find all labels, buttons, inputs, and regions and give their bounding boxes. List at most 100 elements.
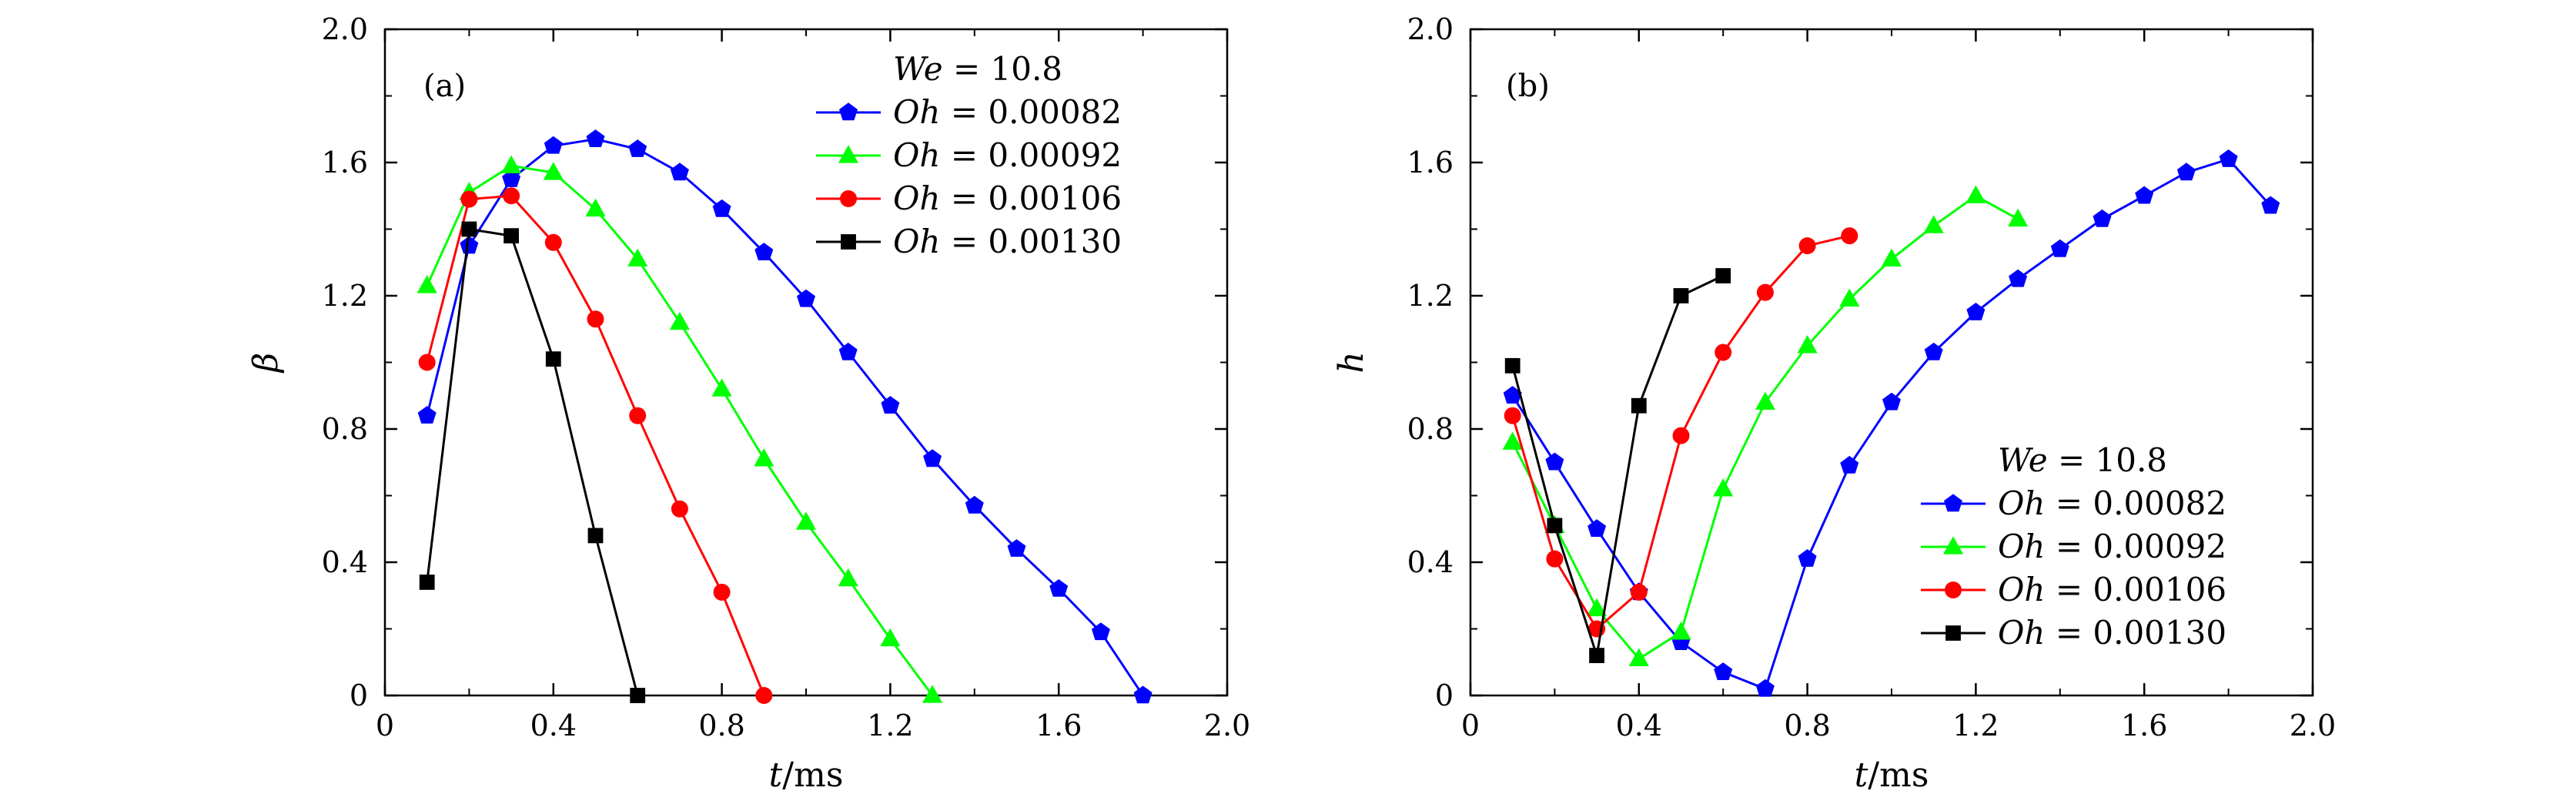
data-point — [1714, 662, 1733, 680]
data-point — [418, 354, 436, 371]
series-circle — [1504, 227, 1858, 638]
series-line — [426, 194, 765, 696]
legend-entry: Oh = 0.00092 — [1921, 528, 2226, 565]
data-point — [630, 688, 646, 703]
data-point — [1965, 185, 1986, 203]
data-point — [1798, 237, 1816, 255]
data-point — [545, 351, 561, 367]
legend-label: Oh = 0.00130 — [893, 223, 1122, 260]
legend-title: We = 10.8 — [1998, 441, 2167, 479]
y-tick-label: 2.0 — [322, 12, 368, 46]
data-point — [713, 583, 731, 601]
data-point — [627, 248, 648, 267]
data-point — [502, 169, 521, 187]
series-triangle — [1502, 185, 2029, 667]
data-point — [501, 155, 522, 173]
data-point — [1503, 386, 1522, 404]
legend-entry: Oh = 0.00092 — [816, 136, 1122, 174]
data-point — [669, 311, 690, 330]
legend-label: Oh = 0.00106 — [1998, 571, 2226, 608]
x-tick-label: 0 — [1461, 709, 1480, 742]
x-tick-label: 2.0 — [2290, 709, 2336, 742]
data-point — [1798, 549, 1817, 567]
data-point — [1840, 455, 1859, 474]
data-point — [1924, 342, 1943, 360]
data-point — [1631, 397, 1647, 414]
panel-label: (a) — [423, 69, 466, 104]
y-tick-label: 0 — [1435, 679, 1454, 712]
x-tick-label: 0 — [376, 709, 394, 742]
legend-label: Oh = 0.00092 — [893, 136, 1122, 174]
data-point — [754, 243, 774, 260]
chart-panel-a: 0 0.4 0.8 1.2 1.6 2.0 0 0.4 0.8 1.2 1.6 2.0 t/ms β (a)… — [246, 12, 1250, 795]
data-point — [838, 342, 858, 360]
legend-marker — [841, 234, 856, 250]
y-tick-label: 1.6 — [1407, 146, 1454, 179]
x-tick-label: 0.4 — [530, 709, 577, 742]
x-tick-label: 1.2 — [867, 709, 913, 742]
data-point — [838, 568, 858, 587]
y-tick-label: 0.8 — [1407, 412, 1454, 446]
data-point — [880, 628, 901, 647]
x-tick-label: 1.6 — [1035, 709, 1082, 742]
series-line — [426, 164, 934, 696]
data-point — [1504, 357, 1521, 374]
series-circle — [418, 187, 773, 704]
data-point — [417, 275, 437, 293]
legend-label: Oh = 0.00130 — [1998, 614, 2226, 652]
x-axis-label: t/ms — [1855, 756, 1929, 795]
data-point — [2009, 269, 2028, 287]
chart-panel-b: 0 0.4 0.8 1.2 1.6 2.0 0 0.4 0.8 1.2 1.6 2.0 t/ms h (b)… — [1332, 12, 2336, 795]
x-tick-label: 0.4 — [1616, 709, 1662, 742]
legend-entry: Oh = 0.00106 — [816, 179, 1122, 217]
y-tick-label: 2.0 — [1407, 12, 1454, 46]
data-point — [754, 448, 774, 467]
data-point — [585, 198, 606, 217]
data-point — [1587, 519, 1607, 537]
y-tick-label: 1.2 — [322, 279, 368, 313]
series-line — [426, 227, 639, 696]
data-point — [2176, 163, 2196, 181]
x-tick-label: 1.6 — [2121, 709, 2167, 742]
data-point — [1756, 283, 1774, 301]
legend-entry: Oh = 0.00106 — [1921, 571, 2226, 608]
data-point — [712, 199, 731, 217]
data-point — [629, 407, 647, 424]
x-tick-label: 2.0 — [1204, 709, 1250, 742]
legend-label: Oh = 0.00082 — [1998, 484, 2226, 522]
data-point — [460, 236, 479, 254]
data-point — [587, 310, 604, 328]
legend-entry: Oh = 0.00082 — [816, 93, 1122, 131]
legend-marker — [1944, 494, 1962, 512]
data-point — [544, 233, 562, 251]
x-tick-label: 0.8 — [698, 709, 744, 742]
y-axis-label: h — [1332, 351, 1371, 373]
series-line — [1511, 157, 2272, 691]
data-point — [1546, 550, 1564, 568]
data-point — [1755, 679, 1775, 697]
data-point — [2008, 208, 2029, 227]
data-point — [1713, 478, 1734, 497]
data-point — [417, 406, 437, 424]
data-point — [1049, 579, 1069, 597]
data-point — [1589, 648, 1604, 663]
data-point — [795, 511, 817, 530]
data-point — [2261, 196, 2280, 214]
data-point — [1966, 303, 1986, 320]
x-tick-label: 1.2 — [1952, 709, 1999, 742]
series-square — [419, 221, 646, 703]
data-point — [1545, 452, 1564, 471]
data-point — [1715, 268, 1731, 283]
data-point — [2135, 186, 2154, 204]
data-point — [965, 495, 984, 514]
data-point — [922, 685, 943, 703]
data-point — [671, 500, 688, 518]
x-tick-label: 0.8 — [1784, 709, 1830, 742]
data-point — [1091, 622, 1110, 641]
series-pentagon — [417, 129, 1153, 704]
data-point — [460, 190, 478, 208]
legend-marker — [840, 190, 857, 207]
data-point — [755, 687, 773, 704]
y-tick-label: 0 — [350, 679, 368, 712]
